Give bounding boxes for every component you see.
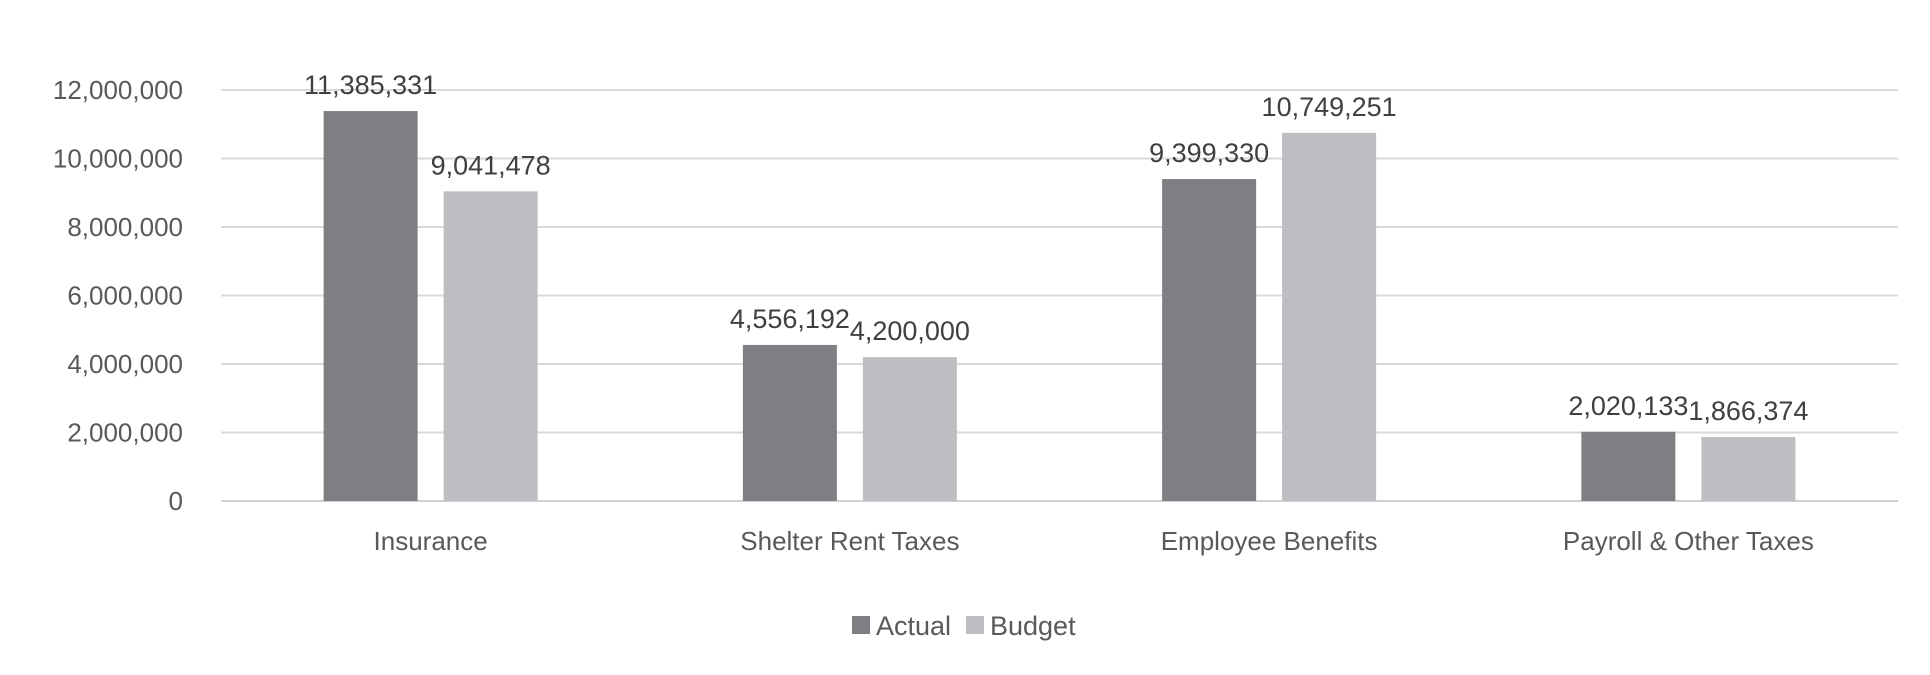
legend-label-actual: Actual: [876, 611, 951, 641]
x-category-label: Insurance: [374, 526, 488, 556]
legend-swatch-budget: [966, 616, 984, 634]
y-tick-label: 8,000,000: [67, 212, 183, 242]
bar-actual: [323, 111, 418, 501]
bar-budget: [862, 357, 957, 501]
bar-budget: [1701, 437, 1796, 501]
x-category-label: Employee Benefits: [1161, 526, 1378, 556]
x-category-label: Payroll & Other Taxes: [1563, 526, 1814, 556]
data-labels: 11,385,331 9,041,478 4,556,192 4,200,000 9,3…: [304, 70, 1808, 426]
data-label-budget: 9,041,478: [431, 150, 551, 180]
data-label-actual: 4,556,192: [730, 304, 850, 334]
y-tick-label: 10,000,000: [53, 144, 183, 174]
y-tick-label: 0: [169, 486, 183, 516]
data-label-actual: 2,020,133: [1568, 391, 1688, 421]
data-label-budget: 1,866,374: [1688, 396, 1808, 426]
bar-actual: [1162, 179, 1257, 502]
data-label-budget: 4,200,000: [850, 316, 970, 346]
y-tick-label: 4,000,000: [67, 349, 183, 379]
bar-actual: [742, 344, 837, 501]
y-tick-label: 12,000,000: [53, 75, 183, 105]
y-tick-label: 6,000,000: [67, 281, 183, 311]
bar-actual: [1581, 431, 1676, 501]
bar-budget: [443, 191, 538, 501]
legend: Actual Budget: [852, 611, 1076, 641]
legend-swatch-actual: [852, 616, 870, 634]
y-tick-label: 2,000,000: [67, 418, 183, 448]
data-label-actual: 9,399,330: [1149, 138, 1269, 168]
bars: [323, 111, 1796, 502]
x-category-label: Shelter Rent Taxes: [740, 526, 959, 556]
bar-budget: [1282, 132, 1377, 502]
x-axis-category-labels: Insurance Shelter Rent Taxes Employee Bene…: [374, 526, 1814, 556]
data-label-budget: 10,749,251: [1262, 92, 1397, 122]
y-axis-tick-labels: 0 2,000,000 4,000,000 6,000,000 8,000,000 10,…: [53, 75, 183, 516]
legend-label-budget: Budget: [990, 611, 1076, 641]
data-label-actual: 11,385,331: [304, 70, 437, 100]
